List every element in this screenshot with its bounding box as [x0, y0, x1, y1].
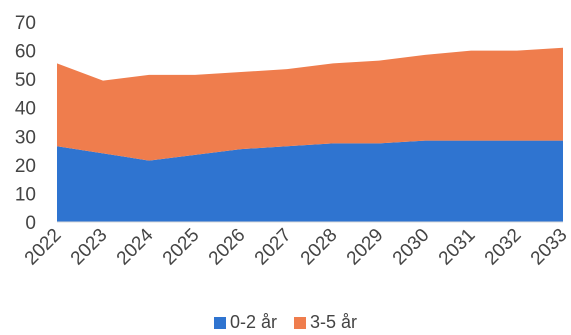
x-tick-label: 2023	[67, 225, 112, 270]
plot-area	[57, 47, 563, 222]
y-tick-label: 40	[15, 99, 36, 120]
x-tick-label: 2026	[205, 225, 250, 270]
y-tick-label: 30	[15, 127, 36, 148]
legend: 0-2 år 3-5 år	[0, 312, 571, 334]
area-series-2	[57, 47, 563, 161]
legend-item-0-2: 0-2 år	[213, 312, 277, 333]
y-tick-label: 70	[15, 13, 36, 34]
y-tick-label: 0	[25, 213, 36, 234]
x-tick-label: 2031	[435, 225, 480, 270]
y-tick-label: 10	[15, 184, 36, 205]
legend-label-3-5: 3-5 år	[310, 312, 358, 332]
x-tick-label: 2030	[389, 225, 434, 270]
legend-label-0-2: 0-2 år	[229, 312, 277, 332]
legend-swatch-0-2	[213, 316, 226, 329]
y-tick-label: 50	[15, 70, 36, 91]
x-tick-label: 2029	[343, 225, 388, 270]
x-tick-label: 2024	[113, 224, 158, 269]
y-tick-label: 20	[15, 156, 36, 177]
area-series-1	[57, 140, 563, 222]
x-tick-label: 2025	[159, 225, 204, 270]
y-axis: 0 10 20 30 40 50 60 70	[15, 13, 36, 234]
legend-swatch-3-5	[294, 316, 306, 329]
y-tick-label: 60	[15, 42, 36, 63]
x-tick-label: 2027	[251, 225, 296, 270]
x-tick-label: 2033	[527, 225, 571, 270]
x-tick-label: 2028	[297, 225, 342, 270]
x-tick-label: 2032	[481, 225, 526, 270]
legend-item-3-5: 3-5 år	[294, 312, 357, 333]
x-axis: 2022 2023 2024 2025 2026 2027 2028 2029 2030 2031…	[21, 224, 571, 269]
